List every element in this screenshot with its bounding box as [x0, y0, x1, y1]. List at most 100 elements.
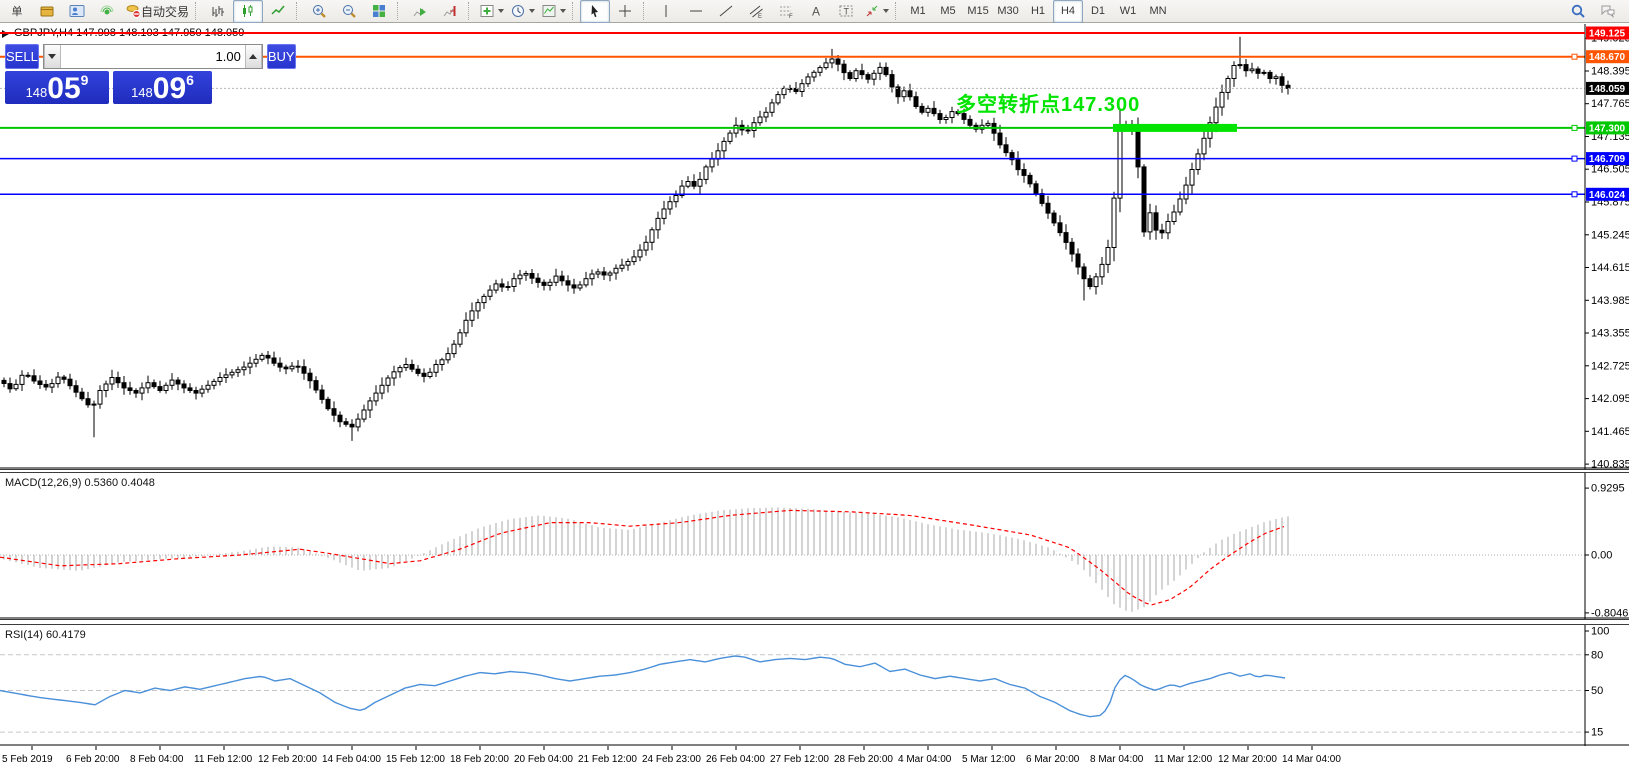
data-window-button[interactable] [62, 0, 92, 23]
arrows-button[interactable] [861, 0, 892, 23]
data-window-icon [69, 3, 85, 19]
rsi-tick-label: 15 [1591, 727, 1603, 739]
rsi-tick-label: 50 [1591, 685, 1603, 697]
vertical-line-button[interactable] [651, 0, 681, 23]
svg-text:T: T [844, 7, 850, 17]
horizontal-line-button[interactable] [681, 0, 711, 23]
search-button[interactable] [1563, 0, 1593, 23]
buy-button[interactable]: BUY [266, 44, 296, 69]
date-tick-label: 12 Feb 20:00 [258, 754, 317, 765]
date-axis[interactable]: 5 Feb 2019 6 Feb 20:00 8 Feb 04:00 11 Feb 1… [0, 746, 1629, 774]
price-tick-label: 141.465 [1591, 426, 1629, 438]
tf-m15-button[interactable]: M15 [963, 0, 993, 23]
level-drag-handle[interactable] [1571, 124, 1578, 131]
toolbar-separator [397, 2, 402, 20]
sell-price-big: 05 [47, 72, 81, 105]
macd-pane[interactable]: 0.9295 0.00 -0.8046 [0, 473, 1629, 619]
volume-input[interactable] [60, 45, 245, 68]
chat-button[interactable] [1593, 0, 1623, 23]
price-tick-label: 144.615 [1591, 262, 1629, 274]
volume-increase-button[interactable] [244, 45, 262, 68]
text-button[interactable]: A [801, 0, 831, 23]
candlestick-chart[interactable]: 149.025148.395147.765147.135146.505145.8… [0, 24, 1629, 469]
main-chart-pane[interactable]: 149.025148.395147.765147.135146.505145.8… [0, 24, 1629, 469]
text-label-button[interactable]: T [831, 0, 861, 23]
rsi-splitter[interactable] [0, 619, 1629, 625]
svg-text:F: F [789, 14, 793, 19]
macd-indicator-label: MACD(12,26,9) 0.5360 0.4048 [5, 477, 155, 489]
new-order-button[interactable]: 单 [2, 0, 32, 23]
cursor-icon [587, 3, 603, 19]
crosshair-button[interactable] [610, 0, 640, 23]
bar-chart-button[interactable] [203, 0, 233, 23]
indicators-icon [479, 3, 495, 19]
one-click-trading-panel: SELL BUY 148 05 9 148 09 6 [5, 44, 296, 104]
one-click-collapse-icon[interactable] [2, 30, 9, 38]
tf-m30-button[interactable]: M30 [993, 0, 1023, 23]
buy-price[interactable]: 148 09 6 [113, 71, 212, 104]
svg-text:149.125: 149.125 [1589, 29, 1626, 40]
zoom-in-icon [311, 3, 327, 19]
candles-series [1, 36, 1291, 441]
tf-h1-button[interactable]: H1 [1023, 0, 1053, 23]
tf-d1-button[interactable]: D1 [1083, 0, 1113, 23]
pivot-annotation[interactable]: 多空转折点147.300 [956, 94, 1141, 116]
fibonacci-button[interactable]: F [771, 0, 801, 23]
level-drag-handle[interactable] [1571, 53, 1578, 60]
date-axis-scale[interactable]: 5 Feb 2019 6 Feb 20:00 8 Feb 04:00 11 Feb 1… [0, 746, 1629, 774]
trendline-button[interactable] [711, 0, 741, 23]
horizontal-line-icon [688, 3, 704, 19]
resistance-line-149125[interactable] [0, 32, 1585, 34]
chat-icon [1600, 3, 1616, 19]
auto-scroll-icon [412, 3, 428, 19]
auto-scroll-button[interactable] [405, 0, 435, 23]
tf-mn-button[interactable]: MN [1143, 0, 1173, 23]
level-drag-handle[interactable] [1571, 155, 1578, 162]
svg-text:A: A [812, 5, 820, 19]
price-badge: 146.709 [1586, 152, 1629, 166]
channel-button[interactable]: E [741, 0, 771, 23]
cursor-button[interactable] [580, 0, 611, 23]
svg-text:146.709: 146.709 [1589, 154, 1626, 165]
rsi-pane[interactable]: 100 80 50 15 [0, 625, 1629, 746]
periods-button[interactable] [507, 0, 538, 23]
buy-price-sup: 6 [186, 72, 194, 88]
chart-shift-button[interactable] [435, 0, 465, 23]
rsi-tick-label: 100 [1591, 626, 1609, 638]
channel-icon: E [748, 3, 764, 19]
sell-price[interactable]: 148 05 9 [5, 71, 109, 104]
toolbar-separator [195, 2, 200, 20]
date-tick-label: 6 Mar 20:00 [1026, 754, 1080, 765]
tf-m15-button-label: M15 [967, 5, 989, 17]
tf-h4-button[interactable]: H4 [1053, 0, 1084, 23]
price-tick-label: 142.725 [1591, 360, 1629, 372]
tf-mn-button-label: MN [1149, 5, 1167, 17]
candlestick-chart-button[interactable] [233, 0, 264, 23]
tile-windows-button[interactable] [364, 0, 394, 23]
tf-m30-button-label: M30 [997, 5, 1019, 17]
rsi-chart[interactable]: 100 80 50 15 [0, 625, 1629, 746]
tf-w1-button[interactable]: W1 [1113, 0, 1143, 23]
zoom-in-button[interactable] [304, 0, 334, 23]
date-tick-label: 21 Feb 12:00 [578, 754, 637, 765]
tf-m1-button[interactable]: M1 [903, 0, 933, 23]
macd-chart[interactable]: 0.9295 0.00 -0.8046 [0, 473, 1629, 619]
line-chart-button[interactable] [263, 0, 293, 23]
macd-tick-label: -0.8046 [1591, 607, 1628, 619]
zoom-out-button[interactable] [334, 0, 364, 23]
auto-trading-button[interactable]: 自动交易 [122, 0, 192, 23]
sell-button[interactable]: SELL [5, 44, 39, 69]
tf-m1-button-label: M1 [910, 5, 926, 17]
price-tick-label: 147.765 [1591, 98, 1629, 110]
tf-m5-button[interactable]: M5 [933, 0, 963, 23]
templates-button[interactable] [538, 0, 569, 23]
date-tick-label: 4 Mar 04:00 [898, 754, 952, 765]
level-drag-handle[interactable] [1571, 191, 1578, 198]
market-watch-button[interactable] [32, 0, 62, 23]
indicators-button[interactable] [476, 0, 507, 23]
pivot-highlight-bar[interactable] [1113, 123, 1237, 132]
navigator-button[interactable] [92, 0, 122, 23]
macd-splitter[interactable] [0, 469, 1629, 473]
volume-decrease-button[interactable] [43, 45, 61, 68]
